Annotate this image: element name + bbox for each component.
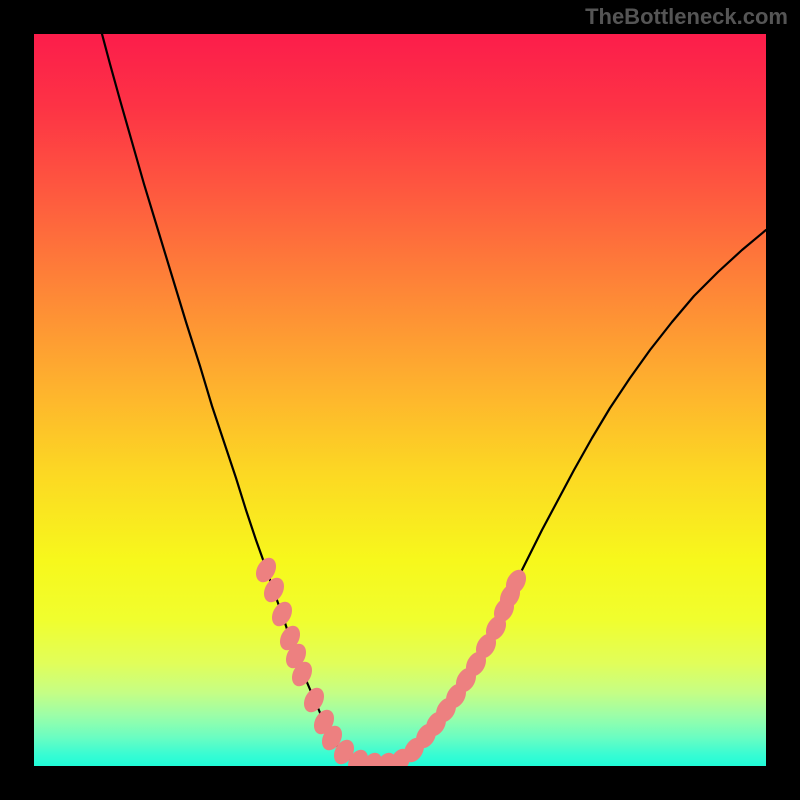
frame-right bbox=[766, 0, 800, 800]
chart-svg bbox=[34, 34, 766, 766]
gradient-background bbox=[34, 34, 766, 766]
watermark-text: TheBottleneck.com bbox=[585, 4, 788, 30]
frame-left bbox=[0, 0, 34, 800]
frame-bottom bbox=[0, 766, 800, 800]
plot-area bbox=[34, 34, 766, 766]
